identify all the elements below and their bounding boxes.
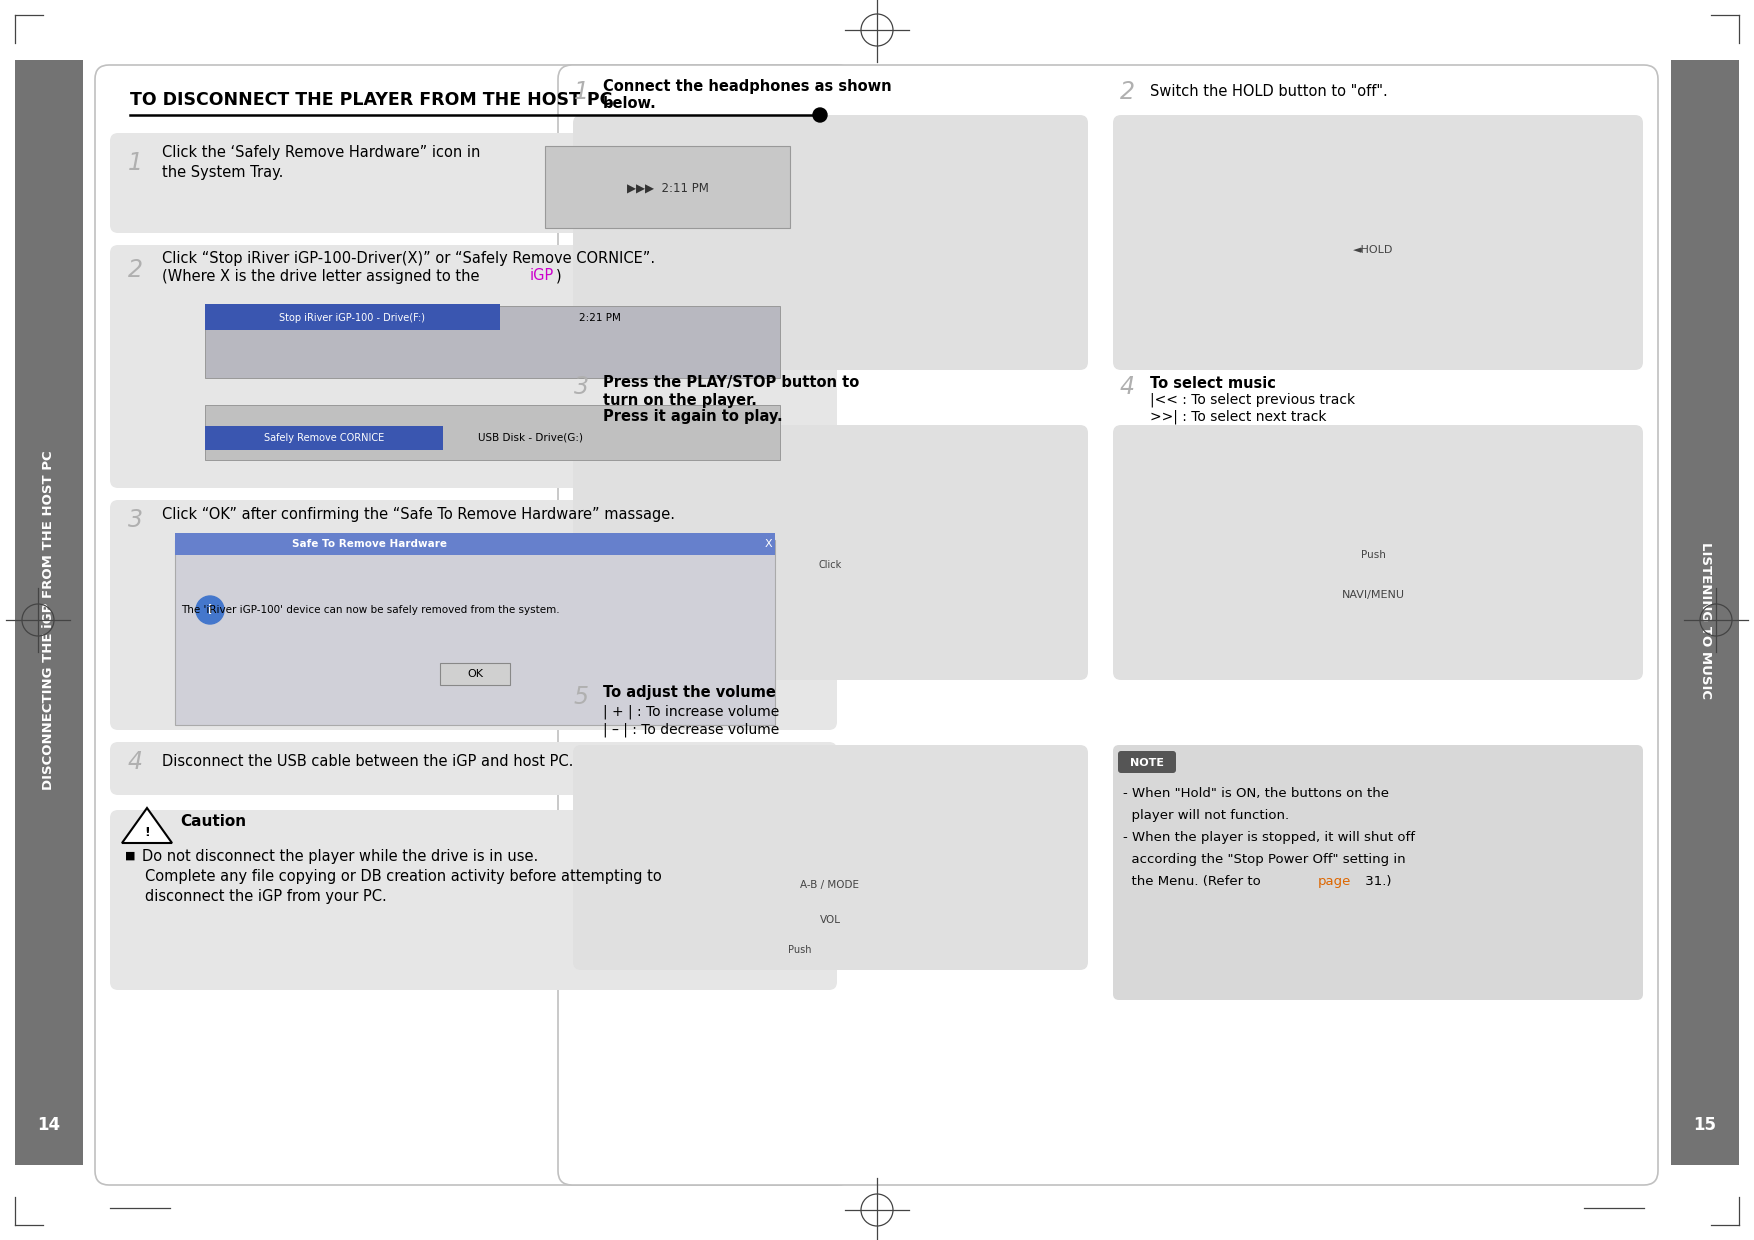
Text: USB Disk - Drive(G:): USB Disk - Drive(G:) <box>477 433 582 443</box>
FancyBboxPatch shape <box>95 64 852 1185</box>
FancyBboxPatch shape <box>1114 425 1643 680</box>
Text: 3: 3 <box>574 374 589 399</box>
FancyBboxPatch shape <box>205 304 500 330</box>
Text: To adjust the volume: To adjust the volume <box>603 686 775 701</box>
FancyBboxPatch shape <box>440 663 510 684</box>
Text: ■: ■ <box>125 851 135 861</box>
Text: 2: 2 <box>1121 81 1135 104</box>
FancyBboxPatch shape <box>558 64 1658 1185</box>
Text: OK: OK <box>467 670 482 680</box>
Text: The 'iRiver iGP-100' device can now be safely removed from the system.: The 'iRiver iGP-100' device can now be s… <box>181 605 560 615</box>
Text: Disconnect the USB cable between the iGP and host PC.: Disconnect the USB cable between the iGP… <box>161 754 574 770</box>
Text: 1: 1 <box>574 81 589 104</box>
Text: Switch the HOLD button to "off".: Switch the HOLD button to "off". <box>1151 83 1387 98</box>
Circle shape <box>196 596 225 624</box>
Text: (Where X is the drive letter assigned to the: (Where X is the drive letter assigned to… <box>161 269 484 284</box>
Text: ▶▶▶  2:11 PM: ▶▶▶ 2:11 PM <box>628 181 709 195</box>
FancyBboxPatch shape <box>574 115 1087 370</box>
FancyBboxPatch shape <box>111 246 837 489</box>
Text: Safe To Remove Hardware: Safe To Remove Hardware <box>293 539 447 549</box>
Text: - When "Hold" is ON, the buttons on the: - When "Hold" is ON, the buttons on the <box>1123 786 1389 800</box>
Text: Press it again to play.: Press it again to play. <box>603 409 782 424</box>
Polygon shape <box>123 808 172 843</box>
FancyBboxPatch shape <box>1114 115 1643 370</box>
Circle shape <box>814 108 826 122</box>
FancyBboxPatch shape <box>175 533 775 556</box>
Text: 3: 3 <box>128 508 144 532</box>
Text: Press the PLAY/STOP button to: Press the PLAY/STOP button to <box>603 376 859 391</box>
FancyBboxPatch shape <box>574 745 1087 970</box>
Text: Click: Click <box>819 560 842 570</box>
Text: |<< : To select previous track: |<< : To select previous track <box>1151 393 1356 407</box>
Text: DISCONNECTING THE iGP FROM THE HOST PC: DISCONNECTING THE iGP FROM THE HOST PC <box>42 450 56 790</box>
FancyBboxPatch shape <box>111 810 837 990</box>
FancyBboxPatch shape <box>1117 751 1175 773</box>
Text: Push: Push <box>1361 551 1386 560</box>
Text: - When the player is stopped, it will shut off: - When the player is stopped, it will sh… <box>1123 831 1415 843</box>
Text: iGP: iGP <box>530 269 554 284</box>
Text: TO DISCONNECT THE PLAYER FROM THE HOST PC: TO DISCONNECT THE PLAYER FROM THE HOST P… <box>130 91 612 109</box>
Text: A-B / MODE: A-B / MODE <box>800 880 859 890</box>
Text: ): ) <box>556 269 561 284</box>
FancyBboxPatch shape <box>16 60 82 1166</box>
Text: ◄HOLD: ◄HOLD <box>1352 246 1393 255</box>
FancyBboxPatch shape <box>111 500 837 730</box>
FancyBboxPatch shape <box>205 405 781 460</box>
Text: Safely Remove CORNICE: Safely Remove CORNICE <box>263 433 384 443</box>
Text: | – | : To decrease volume: | – | : To decrease volume <box>603 723 779 738</box>
Text: | + | : To increase volume: | + | : To increase volume <box>603 704 779 719</box>
FancyBboxPatch shape <box>111 742 837 795</box>
Text: turn on the player.: turn on the player. <box>603 393 758 408</box>
Text: Click “OK” after confirming the “Safe To Remove Hardware” massage.: Click “OK” after confirming the “Safe To… <box>161 507 675 522</box>
FancyBboxPatch shape <box>1672 60 1738 1166</box>
Text: 15: 15 <box>1694 1116 1717 1135</box>
Text: X: X <box>765 539 772 549</box>
Text: 5: 5 <box>574 684 589 709</box>
Text: below.: below. <box>603 95 656 110</box>
FancyBboxPatch shape <box>205 306 781 378</box>
FancyBboxPatch shape <box>205 427 444 450</box>
Text: the Menu. (Refer to: the Menu. (Refer to <box>1123 874 1265 888</box>
Text: Push: Push <box>788 945 812 955</box>
Text: NOTE: NOTE <box>1130 758 1165 768</box>
FancyBboxPatch shape <box>111 133 837 233</box>
Text: 31.): 31.) <box>1361 874 1391 888</box>
Text: >>| : To select next track: >>| : To select next track <box>1151 409 1326 424</box>
Text: according the "Stop Power Off" setting in: according the "Stop Power Off" setting i… <box>1123 853 1405 866</box>
Text: Do not disconnect the player while the drive is in use.: Do not disconnect the player while the d… <box>142 848 538 863</box>
Text: Stop iRiver iGP-100 - Drive(F:): Stop iRiver iGP-100 - Drive(F:) <box>279 312 424 322</box>
Text: Click “Stop iRiver iGP-100-Driver(X)” or “Safely Remove CORNICE”.: Click “Stop iRiver iGP-100-Driver(X)” or… <box>161 250 656 265</box>
Text: 2: 2 <box>128 258 144 281</box>
FancyBboxPatch shape <box>545 146 789 228</box>
Text: the System Tray.: the System Tray. <box>161 165 284 180</box>
Text: Click the ‘Safely Remove Hardware” icon in: Click the ‘Safely Remove Hardware” icon … <box>161 145 481 160</box>
Text: 4: 4 <box>1121 374 1135 399</box>
Text: To select music: To select music <box>1151 376 1275 391</box>
Text: Complete any file copying or DB creation activity before attempting to: Complete any file copying or DB creation… <box>146 868 661 883</box>
FancyBboxPatch shape <box>175 539 775 725</box>
Text: page: page <box>1317 874 1351 888</box>
Text: VOL: VOL <box>819 915 840 925</box>
FancyBboxPatch shape <box>1114 745 1643 999</box>
Text: LISTENING TO MUSIC: LISTENING TO MUSIC <box>1698 542 1712 698</box>
FancyBboxPatch shape <box>574 425 1087 680</box>
Text: Connect the headphones as shown: Connect the headphones as shown <box>603 78 891 93</box>
Text: disconnect the iGP from your PC.: disconnect the iGP from your PC. <box>146 889 386 904</box>
Text: NAVI/MENU: NAVI/MENU <box>1342 590 1405 600</box>
Text: player will not function.: player will not function. <box>1123 808 1289 821</box>
Text: 4: 4 <box>128 750 144 774</box>
Text: !: ! <box>144 827 149 839</box>
Text: Caution: Caution <box>181 815 246 830</box>
Text: 2:21 PM: 2:21 PM <box>579 312 621 322</box>
Text: 14: 14 <box>37 1116 61 1135</box>
Text: 1: 1 <box>128 151 144 175</box>
Text: i: i <box>209 604 212 616</box>
